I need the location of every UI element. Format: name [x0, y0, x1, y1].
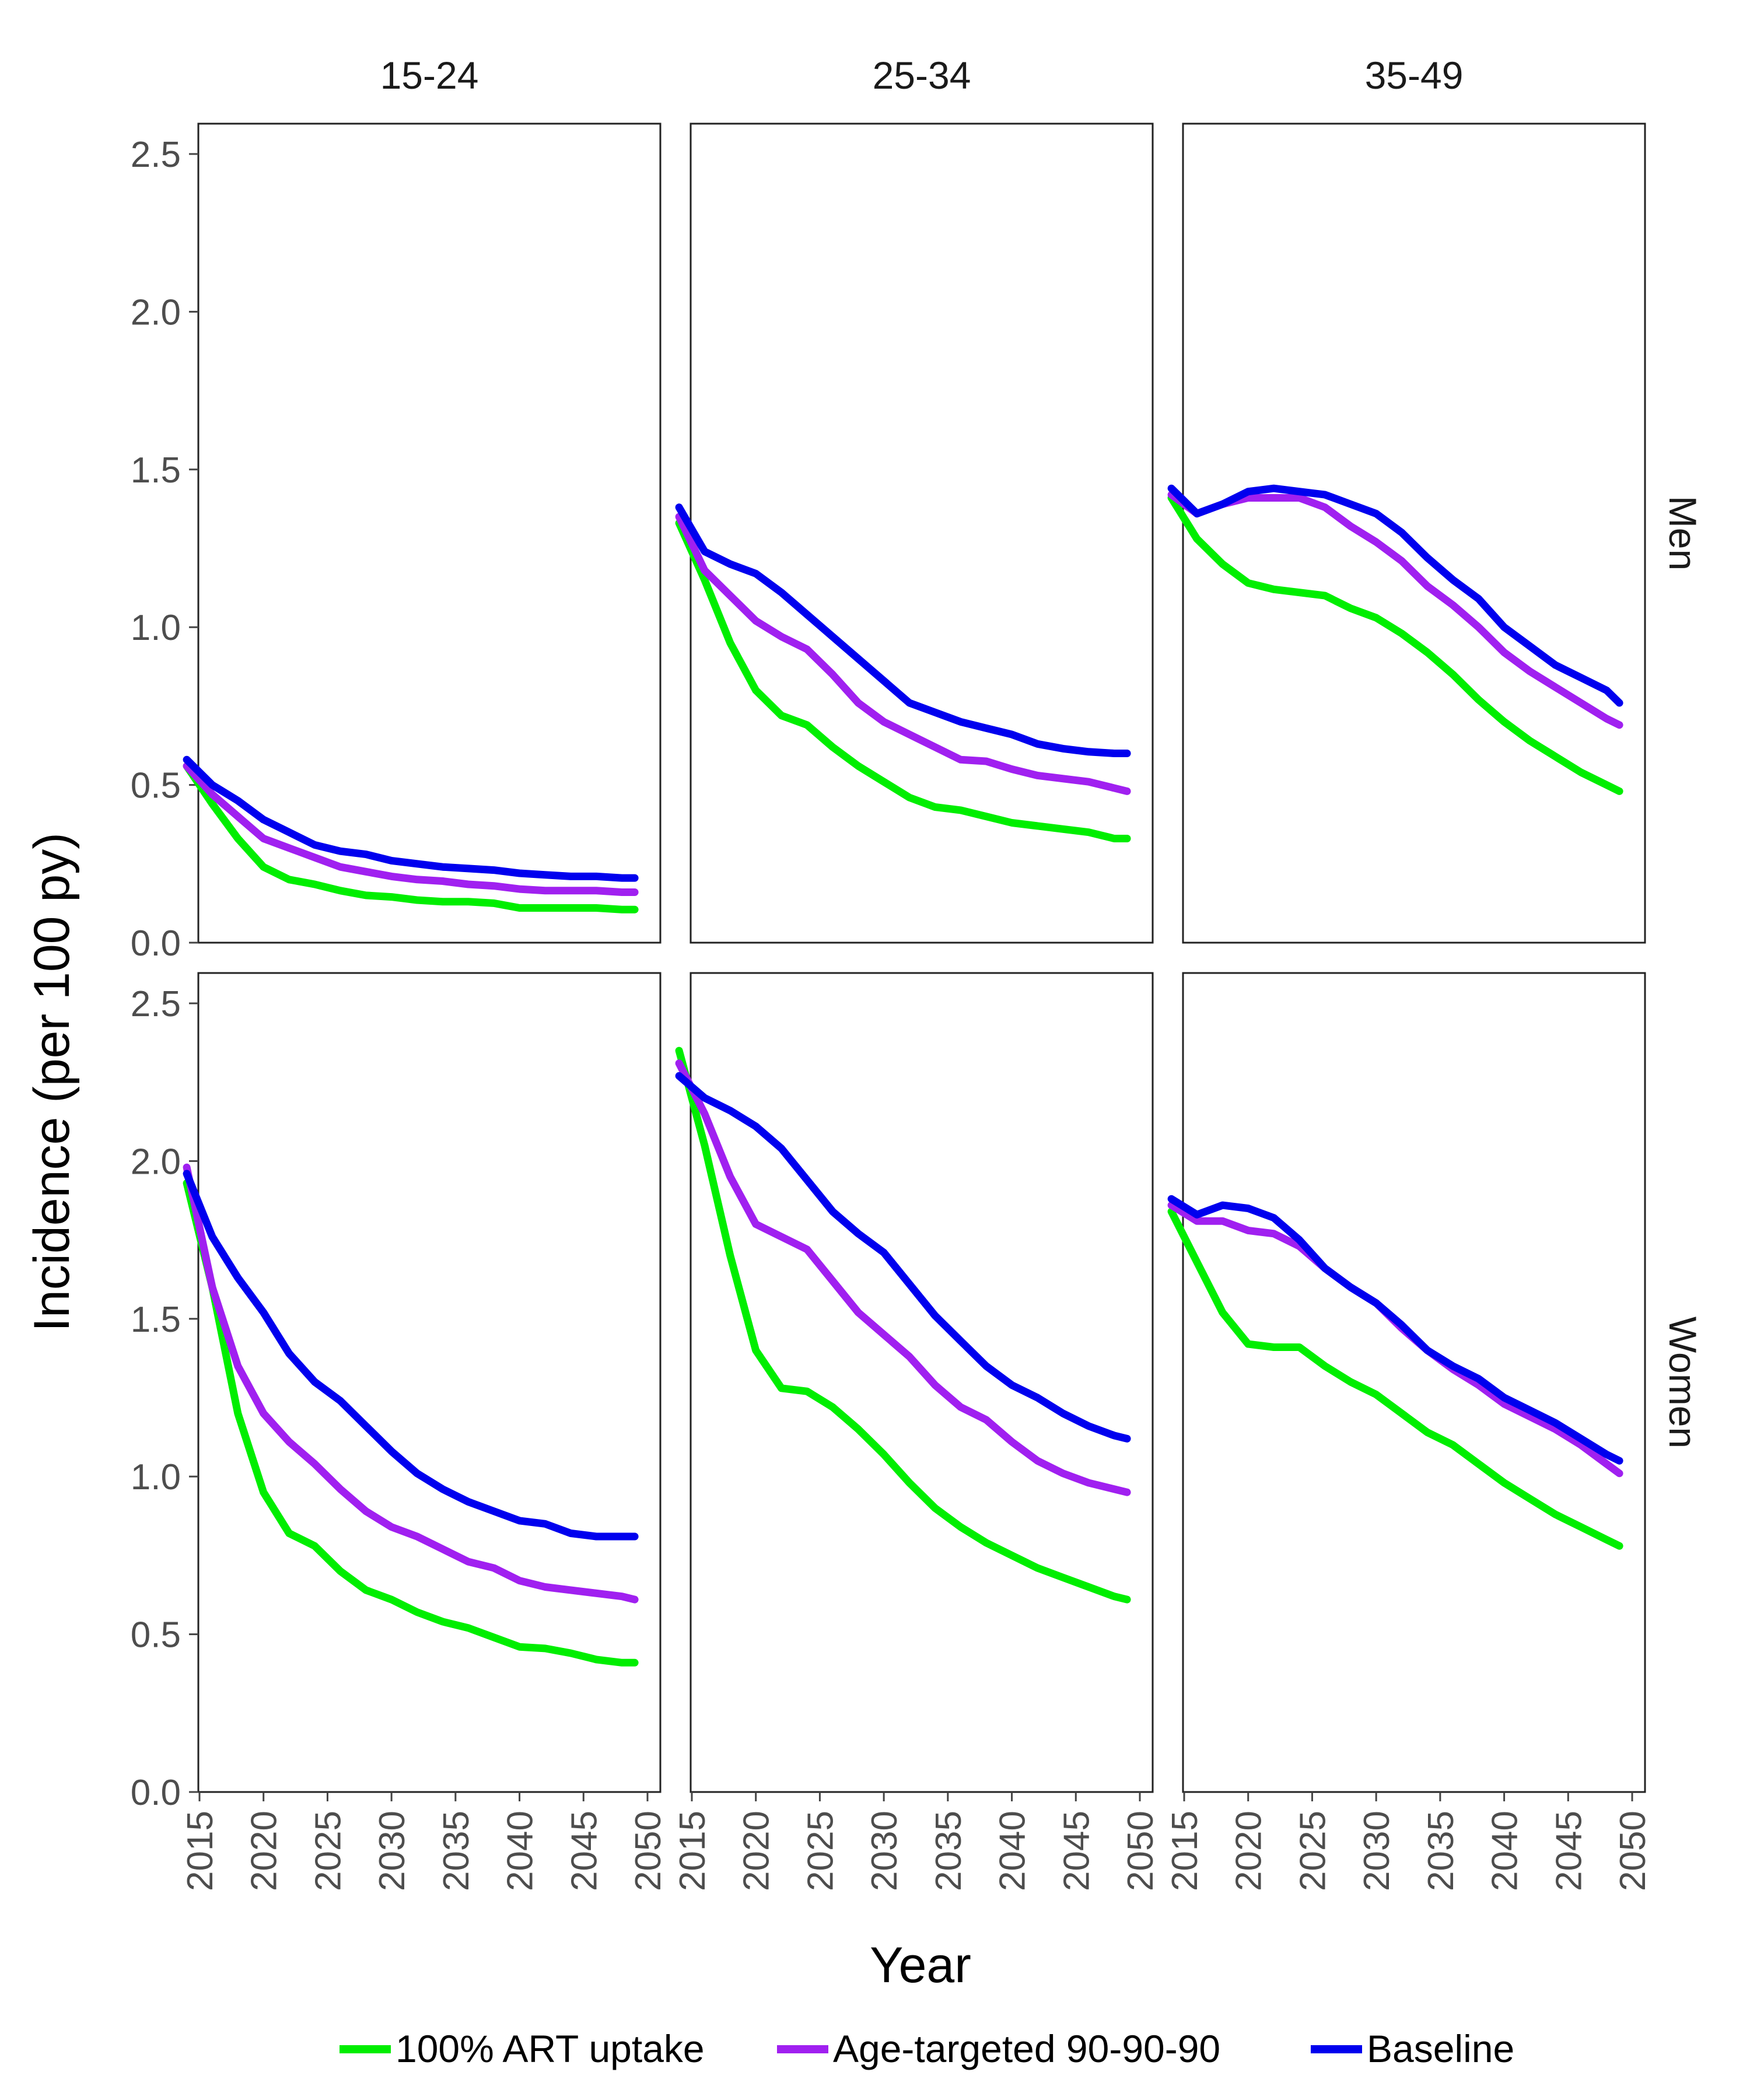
series-line-age-targeted-90-90-90: [1167, 491, 1623, 729]
x-tick-label: 2045: [1056, 1811, 1097, 1891]
legend-label: 100% ART uptake: [396, 2027, 705, 2070]
x-tick-label: 2045: [564, 1811, 604, 1891]
x-tick-label: 2040: [1485, 1811, 1525, 1891]
x-tick-label: 2035: [436, 1811, 477, 1891]
x-tick-label: 2015: [673, 1811, 713, 1891]
y-tick-label: 2.5: [131, 135, 181, 175]
y-tick-label: 1.0: [131, 608, 181, 648]
series-line-100-art-uptake: [183, 762, 639, 914]
panel-women-35-49: [1182, 972, 1646, 1793]
panel-women-15-24: [197, 972, 662, 1793]
series-line-baseline: [183, 1170, 639, 1541]
series-line-baseline: [675, 1072, 1131, 1443]
series-line-age-targeted-90-90-90: [183, 762, 639, 896]
series-line-baseline: [675, 503, 1131, 757]
x-tick-label: 2035: [1421, 1811, 1461, 1891]
x-tick-label: 2030: [864, 1811, 905, 1891]
panel-men-15-24: [197, 123, 662, 944]
series-line-100-art-uptake: [675, 519, 1131, 842]
facet-row-label: Women: [1661, 1317, 1704, 1448]
facet-column-label: 35-49: [1365, 54, 1464, 97]
x-tick-label: 2025: [800, 1811, 841, 1891]
series-layer: [183, 484, 1623, 1667]
panel-women-25-34: [690, 972, 1154, 1793]
y-tick-label: 0.5: [131, 766, 181, 806]
x-tick-label: 2020: [1229, 1811, 1269, 1891]
series-line-100-art-uptake: [183, 1179, 639, 1667]
panel-men-25-34: [690, 123, 1154, 944]
legend-label: Age-targeted 90-90-90: [833, 2027, 1220, 2070]
y-tick-label: 2.5: [131, 984, 181, 1024]
series-line-baseline: [1167, 1195, 1623, 1465]
series-line-100-art-uptake: [1167, 494, 1623, 795]
series-line-age-targeted-90-90-90: [675, 513, 1131, 795]
x-tick-label: 2030: [372, 1811, 412, 1891]
x-tick-label: 2035: [929, 1811, 969, 1891]
y-axis-title: Incidence (per 100 py): [24, 832, 80, 1332]
y-tick-label: 0.0: [131, 923, 181, 964]
x-tick-label: 2015: [180, 1811, 220, 1891]
y-tick-label: 2.0: [131, 1142, 181, 1182]
series-line-age-targeted-90-90-90: [675, 1059, 1131, 1496]
facet-column-label: 15-24: [380, 54, 479, 97]
x-tick-label: 2025: [308, 1811, 348, 1891]
series-line-baseline: [183, 755, 639, 882]
series-line-baseline: [1167, 484, 1623, 707]
y-tick-label: 1.0: [131, 1457, 181, 1497]
x-tick-label: 2045: [1549, 1811, 1589, 1891]
legend: 100% ART uptake Age-targeted 90-90-90 Base…: [340, 2027, 1514, 2070]
series-line-100-art-uptake: [675, 1046, 1131, 1604]
x-tick-label: 2050: [1613, 1811, 1653, 1891]
y-tick-label: 2.0: [131, 292, 181, 332]
axes-layer: 0.0 0.5 1.0 1.5 2.0 2.5 0.0 0.5 1.0 1.5 2.0 2.5 2015…: [131, 135, 1653, 1891]
series-line-age-targeted-90-90-90: [183, 1163, 639, 1604]
x-axis-title: Year: [870, 1937, 971, 1993]
y-tick-label: 0.0: [131, 1773, 181, 1813]
y-tick-label: 1.5: [131, 450, 181, 491]
series-line-100-art-uptake: [1167, 1208, 1623, 1550]
panels-layer: [197, 123, 1646, 1793]
x-tick-label: 2040: [993, 1811, 1033, 1891]
x-tick-label: 2025: [1293, 1811, 1333, 1891]
x-tick-label: 2020: [737, 1811, 777, 1891]
facet-column-label: 25-34: [873, 54, 971, 97]
y-tick-label: 0.5: [131, 1615, 181, 1656]
x-tick-label: 2050: [628, 1811, 668, 1891]
panel-men-35-49: [1182, 123, 1646, 944]
x-tick-label: 2020: [244, 1811, 285, 1891]
x-tick-label: 2030: [1357, 1811, 1397, 1891]
strips-layer: 15-24 25-34 35-49 Men Women: [380, 54, 1704, 1448]
legend-label: Baseline: [1367, 2027, 1514, 2070]
x-tick-label: 2015: [1165, 1811, 1205, 1891]
x-tick-label: 2040: [501, 1811, 541, 1891]
y-tick-label: 1.5: [131, 1300, 181, 1340]
x-tick-label: 2050: [1121, 1811, 1161, 1891]
facet-row-label: Men: [1661, 496, 1704, 570]
